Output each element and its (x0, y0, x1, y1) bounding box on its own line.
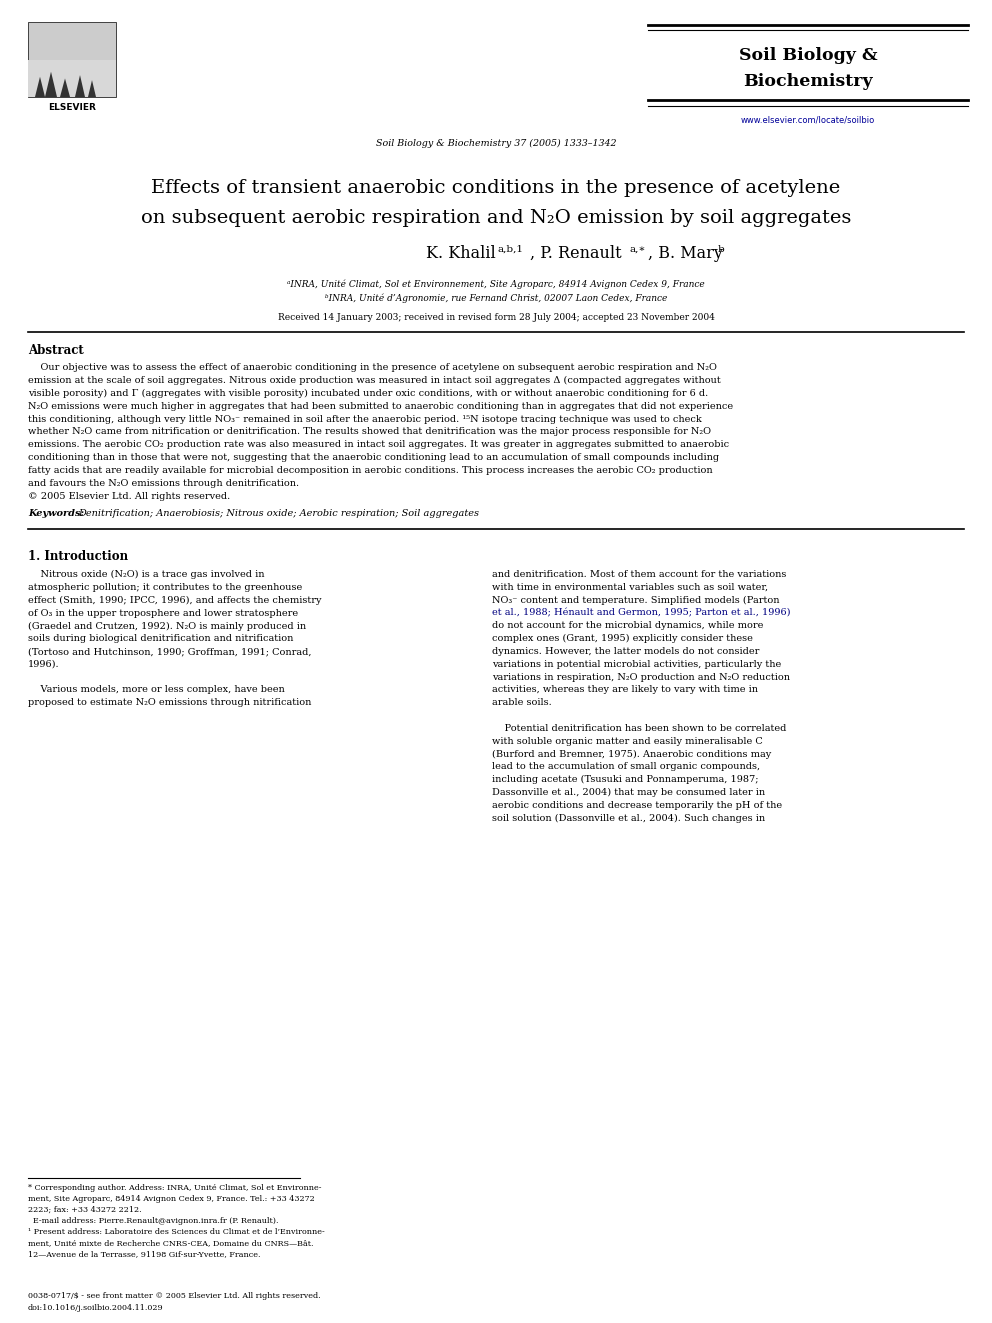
Text: et al., 1988; Hénault and Germon, 1995; Parton et al., 1996): et al., 1988; Hénault and Germon, 1995; … (492, 609, 791, 618)
Bar (28, 22, 116, 97)
Text: Abstract: Abstract (28, 344, 83, 356)
Text: with soluble organic matter and easily mineralisable C: with soluble organic matter and easily m… (492, 737, 763, 746)
Text: Potential denitrification has been shown to be correlated: Potential denitrification has been shown… (492, 724, 787, 733)
Text: with time in environmental variables such as soil water,: with time in environmental variables suc… (492, 583, 768, 593)
Polygon shape (88, 81, 96, 97)
Text: Our objective was to assess the effect of anaerobic conditioning in the presence: Our objective was to assess the effect o… (28, 364, 717, 373)
Text: activities, whereas they are likely to vary with time in: activities, whereas they are likely to v… (492, 685, 758, 695)
Text: fatty acids that are readily available for microbial decomposition in aerobic co: fatty acids that are readily available f… (28, 466, 712, 475)
Text: ᵃINRA, Unité Climat, Sol et Environnement, Site Agroparc, 84914 Avignon Cedex 9,: ᵃINRA, Unité Climat, Sol et Environnemen… (287, 279, 705, 288)
Polygon shape (35, 77, 45, 97)
Text: 1996).: 1996). (28, 660, 60, 669)
Text: variations in potential microbial activities, particularly the: variations in potential microbial activi… (492, 660, 782, 669)
Text: conditioning than in those that were not, suggesting that the anaerobic conditio: conditioning than in those that were not… (28, 452, 719, 462)
Text: and denitrification. Most of them account for the variations: and denitrification. Most of them accoun… (492, 570, 787, 579)
Text: (Graedel and Crutzen, 1992). N₂O is mainly produced in: (Graedel and Crutzen, 1992). N₂O is main… (28, 622, 307, 631)
Text: Effects of transient anaerobic conditions in the presence of acetylene: Effects of transient anaerobic condition… (152, 179, 840, 197)
Text: ¹ Present address: Laboratoire des Sciences du Climat et de l’Environne-: ¹ Present address: Laboratoire des Scien… (28, 1228, 324, 1236)
Text: Soil Biology &: Soil Biology & (739, 46, 877, 64)
Text: www.elsevier.com/locate/soilbio: www.elsevier.com/locate/soilbio (741, 115, 875, 124)
Text: atmospheric pollution; it contributes to the greenhouse: atmospheric pollution; it contributes to… (28, 583, 303, 593)
Text: (Tortoso and Hutchinson, 1990; Groffman, 1991; Conrad,: (Tortoso and Hutchinson, 1990; Groffman,… (28, 647, 311, 656)
Text: 12—Avenue de la Terrasse, 91198 Gif-sur-Yvette, France.: 12—Avenue de la Terrasse, 91198 Gif-sur-… (28, 1250, 261, 1258)
Text: E-mail address: Pierre.Renault@avignon.inra.fr (P. Renault).: E-mail address: Pierre.Renault@avignon.i… (28, 1217, 279, 1225)
Text: dynamics. However, the latter models do not consider: dynamics. However, the latter models do … (492, 647, 759, 656)
Text: visible porosity) and Γ (aggregates with visible porosity) incubated under oxic : visible porosity) and Γ (aggregates with… (28, 389, 708, 398)
Text: soils during biological denitrification and nitrification: soils during biological denitrification … (28, 634, 294, 643)
Text: of O₃ in the upper troposphere and lower stratosphere: of O₃ in the upper troposphere and lower… (28, 609, 299, 618)
Text: Biochemistry: Biochemistry (743, 74, 873, 90)
Text: b: b (718, 245, 725, 254)
Text: effect (Smith, 1990; IPCC, 1996), and affects the chemistry: effect (Smith, 1990; IPCC, 1996), and af… (28, 595, 321, 605)
Text: on subsequent aerobic respiration and N2O emission by soil aggregates: on subsequent aerobic respiration and N2… (139, 209, 853, 228)
Text: doi:10.1016/j.soilbio.2004.11.029: doi:10.1016/j.soilbio.2004.11.029 (28, 1304, 164, 1312)
Text: N₂O emissions were much higher in aggregates that had been submitted to anaerobi: N₂O emissions were much higher in aggreg… (28, 402, 733, 411)
Text: arable soils.: arable soils. (492, 699, 552, 708)
Text: aerobic conditions and decrease temporarily the pH of the: aerobic conditions and decrease temporar… (492, 800, 782, 810)
Text: Dassonville et al., 2004) that may be consumed later in: Dassonville et al., 2004) that may be co… (492, 787, 765, 796)
Text: 0038-0717/$ - see front matter © 2005 Elsevier Ltd. All rights reserved.: 0038-0717/$ - see front matter © 2005 El… (28, 1293, 320, 1301)
Text: this conditioning, although very little NO₃⁻ remained in soil after the anaerobi: this conditioning, although very little … (28, 414, 701, 423)
Text: ELSEVIER: ELSEVIER (48, 102, 96, 111)
Text: a,b,1: a,b,1 (497, 245, 523, 254)
Text: soil solution (Dassonville et al., 2004). Such changes in: soil solution (Dassonville et al., 2004)… (492, 814, 765, 823)
Bar (28, 60, 116, 97)
Polygon shape (60, 78, 70, 97)
Text: © 2005 Elsevier Ltd. All rights reserved.: © 2005 Elsevier Ltd. All rights reserved… (28, 492, 230, 500)
Text: variations in respiration, N₂O production and N₂O reduction: variations in respiration, N₂O productio… (492, 672, 790, 681)
Text: NO₃⁻ content and temperature. Simplified models (Parton: NO₃⁻ content and temperature. Simplified… (492, 595, 780, 605)
Text: do not account for the microbial dynamics, while more: do not account for the microbial dynamic… (492, 622, 764, 631)
Text: Soil Biology & Biochemistry 37 (2005) 1333–1342: Soil Biology & Biochemistry 37 (2005) 13… (376, 139, 616, 148)
Text: including acetate (Tsusuki and Ponnamperuma, 1987;: including acetate (Tsusuki and Ponnamper… (492, 775, 759, 785)
Text: , P. Renault: , P. Renault (530, 245, 622, 262)
Text: emissions. The aerobic CO₂ production rate was also measured in intact soil aggr: emissions. The aerobic CO₂ production ra… (28, 441, 729, 450)
Text: (Burford and Bremner, 1975). Anaerobic conditions may: (Burford and Bremner, 1975). Anaerobic c… (492, 749, 771, 758)
Text: Nitrous oxide (N₂O) is a trace gas involved in: Nitrous oxide (N₂O) is a trace gas invol… (28, 570, 265, 579)
Text: Denitrification; Anaerobiosis; Nitrous oxide; Aerobic respiration; Soil aggregat: Denitrification; Anaerobiosis; Nitrous o… (78, 509, 479, 519)
Text: K. Khalil: K. Khalil (427, 245, 496, 262)
Polygon shape (45, 71, 57, 97)
Text: ᵇINRA, Unité d’Agronomie, rue Fernand Christ, 02007 Laon Cedex, France: ᵇINRA, Unité d’Agronomie, rue Fernand Ch… (324, 294, 668, 303)
Text: and favours the N₂O emissions through denitrification.: and favours the N₂O emissions through de… (28, 479, 300, 488)
Text: lead to the accumulation of small organic compounds,: lead to the accumulation of small organi… (492, 762, 760, 771)
Text: Received 14 January 2003; received in revised form 28 July 2004; accepted 23 Nov: Received 14 January 2003; received in re… (278, 314, 714, 323)
Text: ment, Site Agroparc, 84914 Avignon Cedex 9, France. Tel.: +33 43272: ment, Site Agroparc, 84914 Avignon Cedex… (28, 1195, 314, 1203)
Text: proposed to estimate N₂O emissions through nitrification: proposed to estimate N₂O emissions throu… (28, 699, 311, 708)
Text: Keywords:: Keywords: (28, 509, 84, 519)
Text: emission at the scale of soil aggregates. Nitrous oxide production was measured : emission at the scale of soil aggregates… (28, 376, 721, 385)
Text: 2223; fax: +33 43272 2212.: 2223; fax: +33 43272 2212. (28, 1207, 142, 1215)
Text: ment, Unité mixte de Recherche CNRS-CEA, Domaine du CNRS—Bât.: ment, Unité mixte de Recherche CNRS-CEA,… (28, 1240, 313, 1248)
Text: Various models, more or less complex, have been: Various models, more or less complex, ha… (28, 685, 285, 695)
Text: a,∗: a,∗ (630, 245, 647, 254)
Text: complex ones (Grant, 1995) explicitly consider these: complex ones (Grant, 1995) explicitly co… (492, 634, 753, 643)
Text: * Corresponding author. Address: INRA, Unité Climat, Sol et Environne-: * Corresponding author. Address: INRA, U… (28, 1184, 321, 1192)
Polygon shape (75, 75, 85, 97)
Text: 1. Introduction: 1. Introduction (28, 550, 128, 564)
Text: , B. Mary: , B. Mary (648, 245, 723, 262)
Text: whether N₂O came from nitrification or denitrification. The results showed that : whether N₂O came from nitrification or d… (28, 427, 711, 437)
Text: on subsequent aerobic respiration and N₂O emission by soil aggregates: on subsequent aerobic respiration and N₂… (141, 209, 851, 228)
